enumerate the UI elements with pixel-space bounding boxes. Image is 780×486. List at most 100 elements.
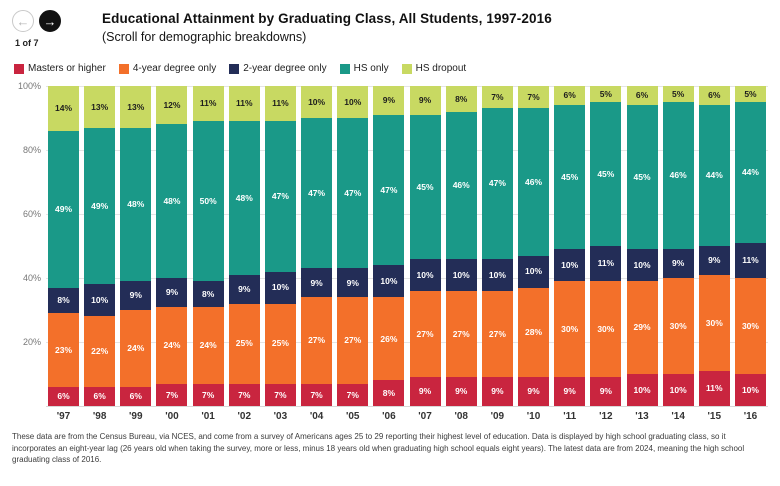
- bar-segment[interactable]: 11%: [192, 86, 224, 122]
- bar-segment[interactable]: 10%: [734, 373, 766, 406]
- bar-segment[interactable]: 8%: [48, 287, 79, 314]
- bar-segment[interactable]: 30%: [662, 277, 694, 374]
- bar-segment[interactable]: 10%: [554, 249, 586, 282]
- bar-segment[interactable]: 9%: [409, 86, 441, 115]
- bar-segment[interactable]: 10%: [662, 373, 694, 406]
- bar-segment[interactable]: 9%: [445, 377, 477, 406]
- bar-segment[interactable]: 27%: [481, 290, 513, 378]
- bar-segment[interactable]: 10%: [481, 258, 513, 291]
- bar-segment[interactable]: 46%: [445, 111, 477, 259]
- bar-segment[interactable]: 30%: [590, 281, 622, 378]
- bar-segment[interactable]: 11%: [228, 86, 260, 122]
- bar-segment[interactable]: 11%: [734, 242, 766, 278]
- bar-segment[interactable]: 44%: [734, 102, 766, 243]
- next-page-button[interactable]: →: [39, 10, 61, 32]
- bar-segment[interactable]: 45%: [554, 105, 586, 250]
- stacked-bar[interactable]: 14% 49% 8% 23% 6%: [48, 86, 79, 406]
- bar-segment[interactable]: 47%: [301, 118, 333, 269]
- bar-segment[interactable]: 10%: [337, 86, 369, 118]
- bar-segment[interactable]: 10%: [445, 258, 477, 291]
- bar-segment[interactable]: 9%: [337, 268, 369, 298]
- bar-segment[interactable]: 9%: [373, 86, 405, 115]
- bar-segment[interactable]: 29%: [626, 281, 658, 374]
- bar-segment[interactable]: 9%: [481, 377, 513, 406]
- stacked-bar[interactable]: 9% 45% 10% 27% 9%: [409, 86, 441, 406]
- bar-segment[interactable]: 48%: [120, 127, 152, 282]
- bar-segment[interactable]: 8%: [192, 281, 224, 307]
- bar-segment[interactable]: 10%: [626, 373, 658, 406]
- bar-segment[interactable]: 9%: [554, 377, 586, 406]
- bar-segment[interactable]: 46%: [518, 108, 550, 256]
- bar-segment[interactable]: 11%: [264, 86, 296, 122]
- bar-segment[interactable]: 7%: [518, 86, 550, 109]
- bar-segment[interactable]: 47%: [481, 108, 513, 259]
- stacked-bar[interactable]: 11% 50% 8% 24% 7%: [192, 86, 224, 406]
- bar-segment[interactable]: 23%: [48, 313, 79, 387]
- bar-segment[interactable]: 14%: [48, 86, 79, 131]
- stacked-bar[interactable]: 7% 47% 10% 27% 9%: [481, 86, 513, 406]
- bar-segment[interactable]: 10%: [84, 284, 116, 317]
- stacked-bar[interactable]: 5% 46% 9% 30% 10%: [662, 86, 694, 406]
- bar-segment[interactable]: 24%: [156, 306, 188, 384]
- bar-segment[interactable]: 6%: [120, 386, 152, 406]
- bar-segment[interactable]: 45%: [626, 105, 658, 250]
- bar-segment[interactable]: 6%: [698, 86, 730, 106]
- stacked-bar[interactable]: 13% 49% 10% 22% 6%: [84, 86, 116, 406]
- bar-segment[interactable]: 27%: [337, 297, 369, 384]
- bar-segment[interactable]: 9%: [228, 274, 260, 304]
- bar-segment[interactable]: 24%: [192, 306, 224, 384]
- stacked-bar[interactable]: 13% 48% 9% 24% 6%: [120, 86, 152, 406]
- bar-segment[interactable]: 27%: [409, 290, 441, 378]
- stacked-bar[interactable]: 6% 45% 10% 29% 10%: [626, 86, 658, 406]
- legend-item[interactable]: 4-year degree only: [118, 63, 216, 74]
- bar-segment[interactable]: 24%: [120, 309, 152, 387]
- prev-page-button[interactable]: ←: [12, 10, 34, 32]
- bar-segment[interactable]: 30%: [554, 281, 586, 378]
- bar-segment[interactable]: 44%: [698, 105, 730, 246]
- stacked-bar[interactable]: 12% 48% 9% 24% 7%: [156, 86, 188, 406]
- bar-segment[interactable]: 46%: [662, 102, 694, 250]
- bar-segment[interactable]: 5%: [662, 86, 694, 102]
- bar-segment[interactable]: 7%: [481, 86, 513, 109]
- bar-segment[interactable]: 6%: [554, 86, 586, 106]
- bar-segment[interactable]: 11%: [590, 246, 622, 282]
- legend-item[interactable]: HS only: [339, 63, 389, 74]
- bar-segment[interactable]: 9%: [409, 377, 441, 406]
- bar-segment[interactable]: 9%: [590, 377, 622, 406]
- bar-segment[interactable]: 26%: [373, 297, 405, 381]
- bar-segment[interactable]: 7%: [337, 383, 369, 406]
- legend-item[interactable]: HS dropout: [401, 63, 466, 74]
- bar-segment[interactable]: 7%: [301, 383, 333, 406]
- bar-segment[interactable]: 22%: [84, 316, 116, 387]
- bar-segment[interactable]: 47%: [264, 121, 296, 272]
- bar-segment[interactable]: 27%: [445, 290, 477, 378]
- bar-segment[interactable]: 11%: [698, 370, 730, 406]
- bar-segment[interactable]: 13%: [120, 86, 152, 128]
- stacked-bar[interactable]: 11% 48% 9% 25% 7%: [228, 86, 260, 406]
- legend-item[interactable]: Masters or higher: [14, 63, 106, 74]
- bar-segment[interactable]: 5%: [734, 86, 766, 102]
- bar-segment[interactable]: 7%: [192, 383, 224, 406]
- bar-segment[interactable]: 47%: [373, 114, 405, 266]
- bar-segment[interactable]: 10%: [373, 265, 405, 298]
- bar-segment[interactable]: 10%: [409, 258, 441, 291]
- bar-segment[interactable]: 49%: [84, 127, 116, 285]
- bar-segment[interactable]: 27%: [301, 297, 333, 384]
- stacked-bar[interactable]: 5% 44% 11% 30% 10%: [734, 86, 766, 406]
- bar-segment[interactable]: 9%: [698, 245, 730, 275]
- stacked-bar[interactable]: 6% 45% 10% 30% 9%: [554, 86, 586, 406]
- bar-segment[interactable]: 47%: [337, 118, 369, 269]
- bar-segment[interactable]: 8%: [373, 380, 405, 406]
- bar-segment[interactable]: 7%: [228, 383, 260, 406]
- bar-segment[interactable]: 48%: [156, 124, 188, 278]
- bar-segment[interactable]: 6%: [626, 86, 658, 106]
- bar-segment[interactable]: 30%: [698, 274, 730, 371]
- bar-segment[interactable]: 48%: [228, 121, 260, 275]
- bar-segment[interactable]: 25%: [264, 303, 296, 384]
- stacked-bar[interactable]: 6% 44% 9% 30% 11%: [698, 86, 730, 406]
- bar-segment[interactable]: 9%: [156, 277, 188, 307]
- bar-segment[interactable]: 6%: [48, 386, 79, 406]
- bar-segment[interactable]: 6%: [84, 386, 116, 406]
- stacked-bar[interactable]: 8% 46% 10% 27% 9%: [445, 86, 477, 406]
- stacked-bar[interactable]: 10% 47% 9% 27% 7%: [301, 86, 333, 406]
